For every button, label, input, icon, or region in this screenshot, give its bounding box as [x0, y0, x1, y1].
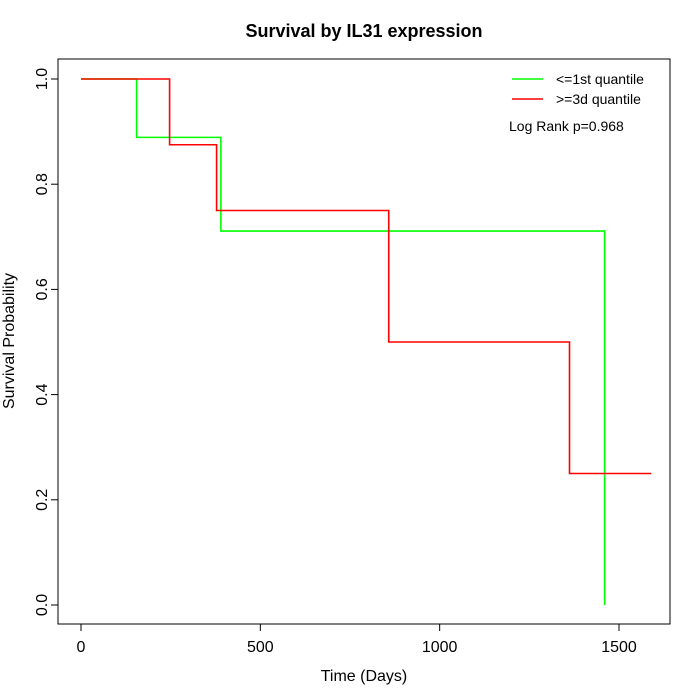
y-tick-label: 0.0: [34, 594, 51, 616]
x-tick-label: 1500: [601, 639, 637, 656]
y-tick-label: 0.4: [34, 383, 51, 405]
legend-label-2: >=3d quantile: [556, 91, 641, 107]
log-rank-annotation: Log Rank p=0.968: [509, 118, 624, 134]
plot-frame: [57, 58, 671, 625]
series-layer: [81, 78, 652, 605]
y-tick-label: 1.0: [34, 68, 51, 90]
x-tick-label: 0: [77, 639, 86, 656]
x-axis: 0 500 1000 1500: [77, 623, 637, 656]
x-axis-label: Time (Days): [321, 668, 408, 685]
x-tick-label: 500: [247, 639, 274, 656]
y-tick-label: 0.8: [34, 173, 51, 195]
y-axis-label: Survival Probability: [1, 273, 18, 409]
legend: <=1st quantile >=3d quantile: [512, 71, 644, 107]
chart-title: Survival by IL31 expression: [245, 21, 482, 41]
series-line-2: [81, 78, 652, 475]
legend-label-1: <=1st quantile: [556, 71, 644, 87]
x-tick-label: 1000: [422, 639, 458, 656]
y-axis: 0.0 0.2 0.4 0.6 0.8 1.0: [34, 68, 59, 616]
y-tick-label: 0.2: [34, 489, 51, 511]
y-tick-label: 0.6: [34, 278, 51, 300]
